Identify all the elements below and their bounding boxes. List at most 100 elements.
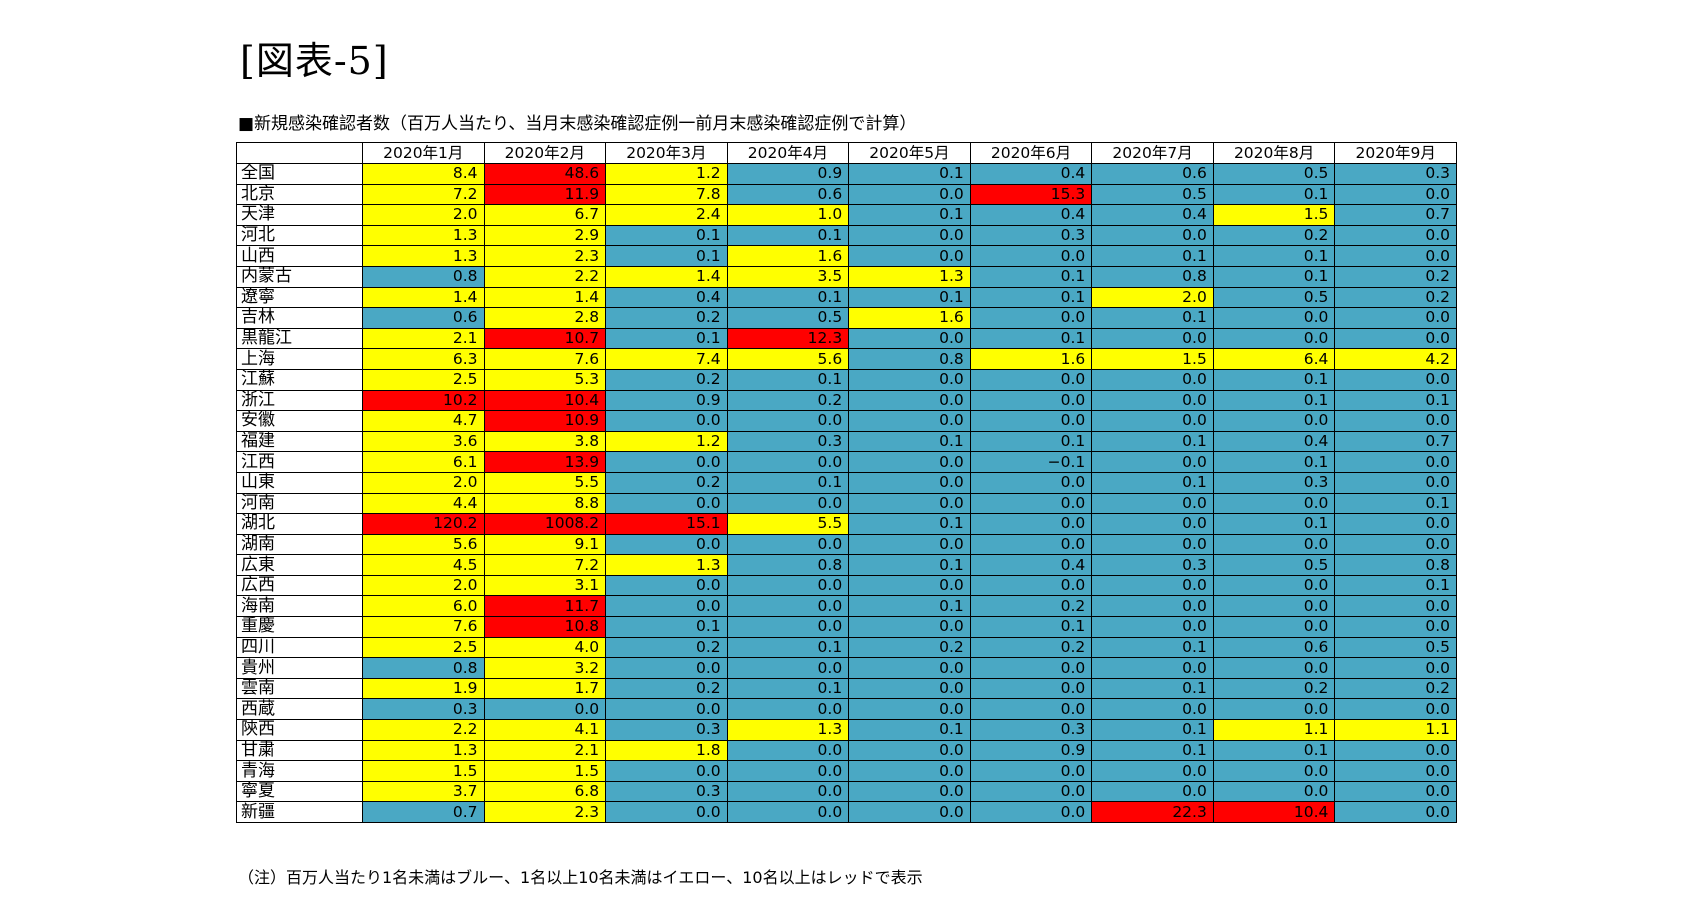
value-cell: 0.1 <box>969 327 1093 350</box>
region-label: 江蘇 <box>236 368 363 391</box>
value-cell: 0.0 <box>726 533 850 556</box>
value-cell: 0.0 <box>605 595 728 618</box>
value-cell: 4.5 <box>362 554 485 576</box>
value-cell: 0.0 <box>726 451 850 473</box>
value-cell: 0.0 <box>605 698 728 721</box>
value-cell: 0.0 <box>969 410 1093 432</box>
table-row: 甘粛 1.3 2.1 1.8 0.0 0.0 0.9 0.1 0.1 0.0 <box>236 739 1457 762</box>
value-cell: 0.0 <box>969 471 1093 494</box>
region-label: 全国 <box>236 163 363 185</box>
value-cell: 0.1 <box>605 245 728 267</box>
value-cell: 0.0 <box>605 410 728 432</box>
value-cell: 15.3 <box>969 183 1093 206</box>
table-row: 青海 1.5 1.5 0.0 0.0 0.0 0.0 0.0 0.0 0.0 <box>236 760 1457 782</box>
region-label: 黒龍江 <box>236 327 363 350</box>
table-row: 遼寧 1.4 1.4 0.4 0.1 0.1 0.1 2.0 0.5 0.2 <box>236 286 1457 309</box>
value-cell: 0.0 <box>1334 245 1457 267</box>
value-cell: 1.1 <box>1212 719 1336 741</box>
value-cell: 0.2 <box>1334 265 1457 288</box>
table-note: （注）百万人当たり1名未満はブルー、1名以上10名未満はイエロー、10名以上はレ… <box>238 868 923 887</box>
value-cell: 2.3 <box>483 245 607 267</box>
value-cell: 0.8 <box>1334 554 1457 576</box>
value-cell: 0.1 <box>1212 389 1336 412</box>
value-cell: 7.8 <box>605 183 728 206</box>
value-cell: 3.5 <box>726 265 850 288</box>
table-row: 黒龍江 2.1 10.7 0.1 12.3 0.0 0.1 0.0 0.0 0.0 <box>236 327 1457 350</box>
value-cell: 0.1 <box>969 430 1093 453</box>
value-cell: 0.0 <box>605 801 728 823</box>
value-cell: 0.0 <box>1334 451 1457 473</box>
value-cell: 10.7 <box>483 327 607 350</box>
region-label: 天津 <box>236 204 363 226</box>
value-cell: 0.0 <box>848 739 971 762</box>
value-cell: 2.0 <box>362 574 485 597</box>
value-cell: 0.1 <box>726 368 850 391</box>
region-label: 湖北 <box>236 513 363 535</box>
value-cell: 0.0 <box>1212 307 1336 329</box>
value-cell: 0.4 <box>969 554 1093 576</box>
value-cell: 0.0 <box>605 451 728 473</box>
value-cell: 0.0 <box>1091 595 1214 618</box>
value-cell: 13.9 <box>483 451 607 473</box>
value-cell: 0.0 <box>848 780 971 803</box>
value-cell: 0.0 <box>1091 698 1214 721</box>
value-cell: 5.5 <box>483 471 607 494</box>
region-label: 貴州 <box>236 657 363 679</box>
value-cell: 0.1 <box>848 513 971 535</box>
value-cell: 0.1 <box>848 595 971 618</box>
value-cell: 0.2 <box>1212 224 1336 247</box>
value-cell: 1.0 <box>726 204 850 226</box>
value-cell: 0.1 <box>1091 739 1214 762</box>
region-label: 江西 <box>236 451 363 473</box>
table-row: 浙江 10.2 10.4 0.9 0.2 0.0 0.0 0.0 0.1 0.1 <box>236 389 1457 412</box>
value-cell: 0.0 <box>605 760 728 782</box>
value-cell: 0.4 <box>969 204 1093 226</box>
value-cell: 15.1 <box>605 513 728 535</box>
column-header: 2020年9月 <box>1334 142 1457 164</box>
value-cell: 1.4 <box>362 286 485 309</box>
value-cell: 0.1 <box>1334 492 1457 515</box>
value-cell: 1.6 <box>726 245 850 267</box>
value-cell: 0.0 <box>726 595 850 618</box>
value-cell: 0.0 <box>848 224 971 247</box>
table-row: 重慶 7.6 10.8 0.1 0.0 0.0 0.1 0.0 0.0 0.0 <box>236 616 1457 638</box>
value-cell: 0.1 <box>1091 307 1214 329</box>
value-cell: 0.0 <box>1091 616 1214 638</box>
value-cell: 0.0 <box>1212 410 1336 432</box>
value-cell: 1.2 <box>605 430 728 453</box>
value-cell: 0.3 <box>605 719 728 741</box>
value-cell: 5.5 <box>726 513 850 535</box>
value-cell: 0.0 <box>1334 760 1457 782</box>
value-cell: 0.2 <box>969 636 1093 659</box>
value-cell: 1.6 <box>848 307 971 329</box>
table-row: 雲南 1.9 1.7 0.2 0.1 0.0 0.0 0.1 0.2 0.2 <box>236 677 1457 700</box>
table-row: 四川 2.5 4.0 0.2 0.1 0.2 0.2 0.1 0.6 0.5 <box>236 636 1457 659</box>
value-cell: 0.0 <box>1212 492 1336 515</box>
value-cell: 0.0 <box>848 492 971 515</box>
value-cell: 0.8 <box>848 348 971 370</box>
value-cell: 0.1 <box>1334 574 1457 597</box>
value-cell: 1.2 <box>605 163 728 185</box>
table-row: 福建 3.6 3.8 1.2 0.3 0.1 0.1 0.1 0.4 0.7 <box>236 430 1457 453</box>
value-cell: 0.2 <box>1334 677 1457 700</box>
value-cell: 0.6 <box>1212 636 1336 659</box>
value-cell: 0.6 <box>362 307 485 329</box>
value-cell: 0.0 <box>848 760 971 782</box>
value-cell: 0.0 <box>1212 327 1336 350</box>
region-label: 広東 <box>236 554 363 576</box>
value-cell: 5.6 <box>726 348 850 370</box>
value-cell: 0.0 <box>1212 533 1336 556</box>
value-cell: 0.0 <box>969 760 1093 782</box>
value-cell: 0.2 <box>605 368 728 391</box>
value-cell: 0.3 <box>969 719 1093 741</box>
value-cell: 0.4 <box>1212 430 1336 453</box>
value-cell: 0.1 <box>969 265 1093 288</box>
table-row: 安徽 4.7 10.9 0.0 0.0 0.0 0.0 0.0 0.0 0.0 <box>236 410 1457 432</box>
value-cell: 1.8 <box>605 739 728 762</box>
value-cell: 2.2 <box>362 719 485 741</box>
value-cell: 0.1 <box>1212 265 1336 288</box>
value-cell: 1.3 <box>605 554 728 576</box>
column-header: 2020年8月 <box>1212 142 1336 164</box>
value-cell: 0.5 <box>1212 163 1336 185</box>
region-label: 河南 <box>236 492 363 515</box>
